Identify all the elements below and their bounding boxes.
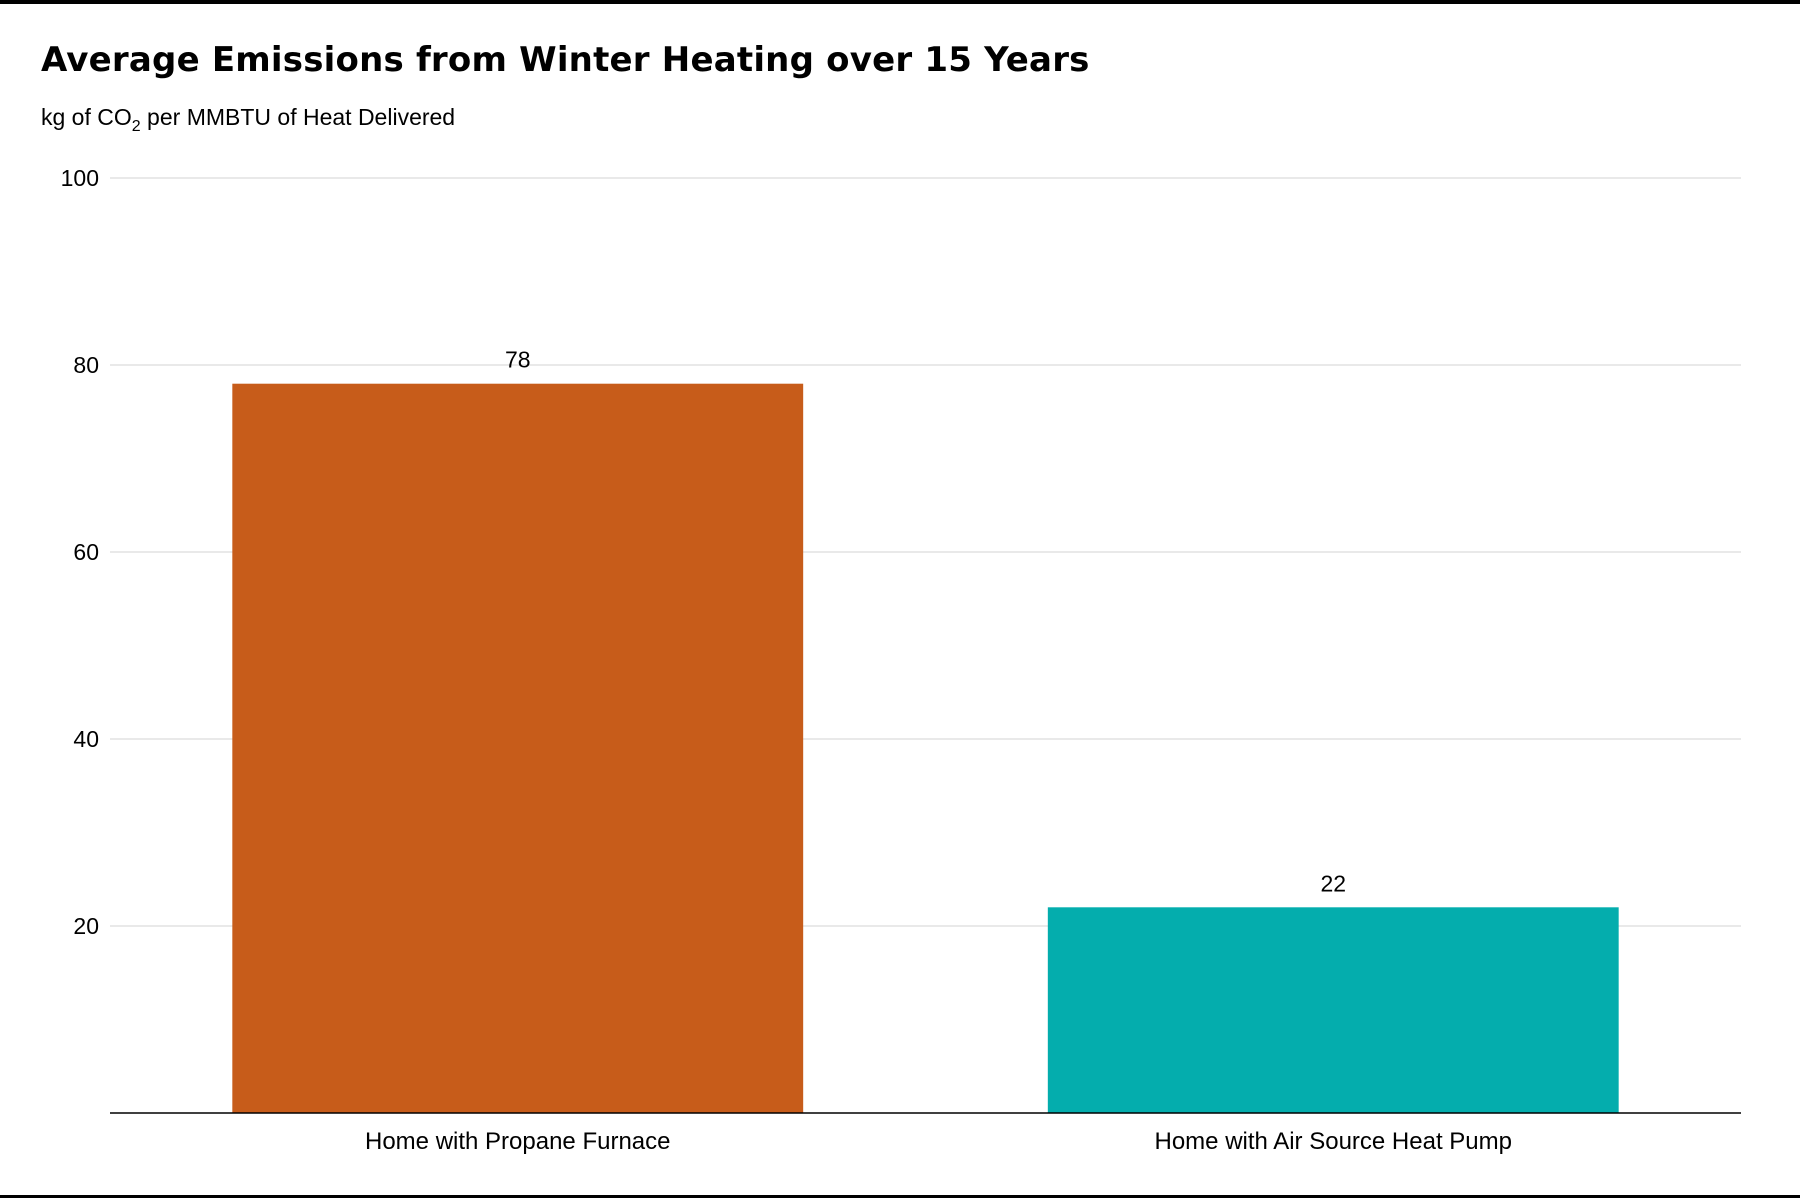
y-tick-label: 100 xyxy=(61,165,99,191)
bars xyxy=(232,383,1619,1113)
subtitle-suffix: per MMBTU of Heat Delivered xyxy=(140,104,456,130)
y-tick-label: 80 xyxy=(73,352,99,378)
data-labels: 78 22 xyxy=(505,347,1346,897)
bar-value-label: 78 xyxy=(505,347,531,373)
y-tick-label: 40 xyxy=(73,726,99,752)
category-label: Home with Propane Furnace xyxy=(365,1128,670,1155)
category-label: Home with Air Source Heat Pump xyxy=(1155,1128,1512,1155)
subtitle-prefix: kg of CO xyxy=(41,104,132,130)
subtitle-subscript: 2 xyxy=(131,118,141,135)
bar-2 xyxy=(1047,907,1619,1113)
chart-title: Average Emissions from Winter Heating ov… xyxy=(41,40,1090,80)
x-axis-labels: Home with Propane Furnace Home with Air S… xyxy=(365,1128,1512,1155)
chart-subtitle: kg of CO2 per MMBTU of Heat Delivered xyxy=(41,104,456,135)
bar-value-label: 22 xyxy=(1320,870,1346,896)
y-tick-label: 60 xyxy=(73,539,99,565)
top-border xyxy=(0,0,1800,4)
y-tick-label: 20 xyxy=(73,913,99,939)
bar-1 xyxy=(232,383,804,1113)
y-axis-ticks: 20 40 60 80 100 xyxy=(61,165,99,939)
bottom-border xyxy=(0,1195,1800,1198)
